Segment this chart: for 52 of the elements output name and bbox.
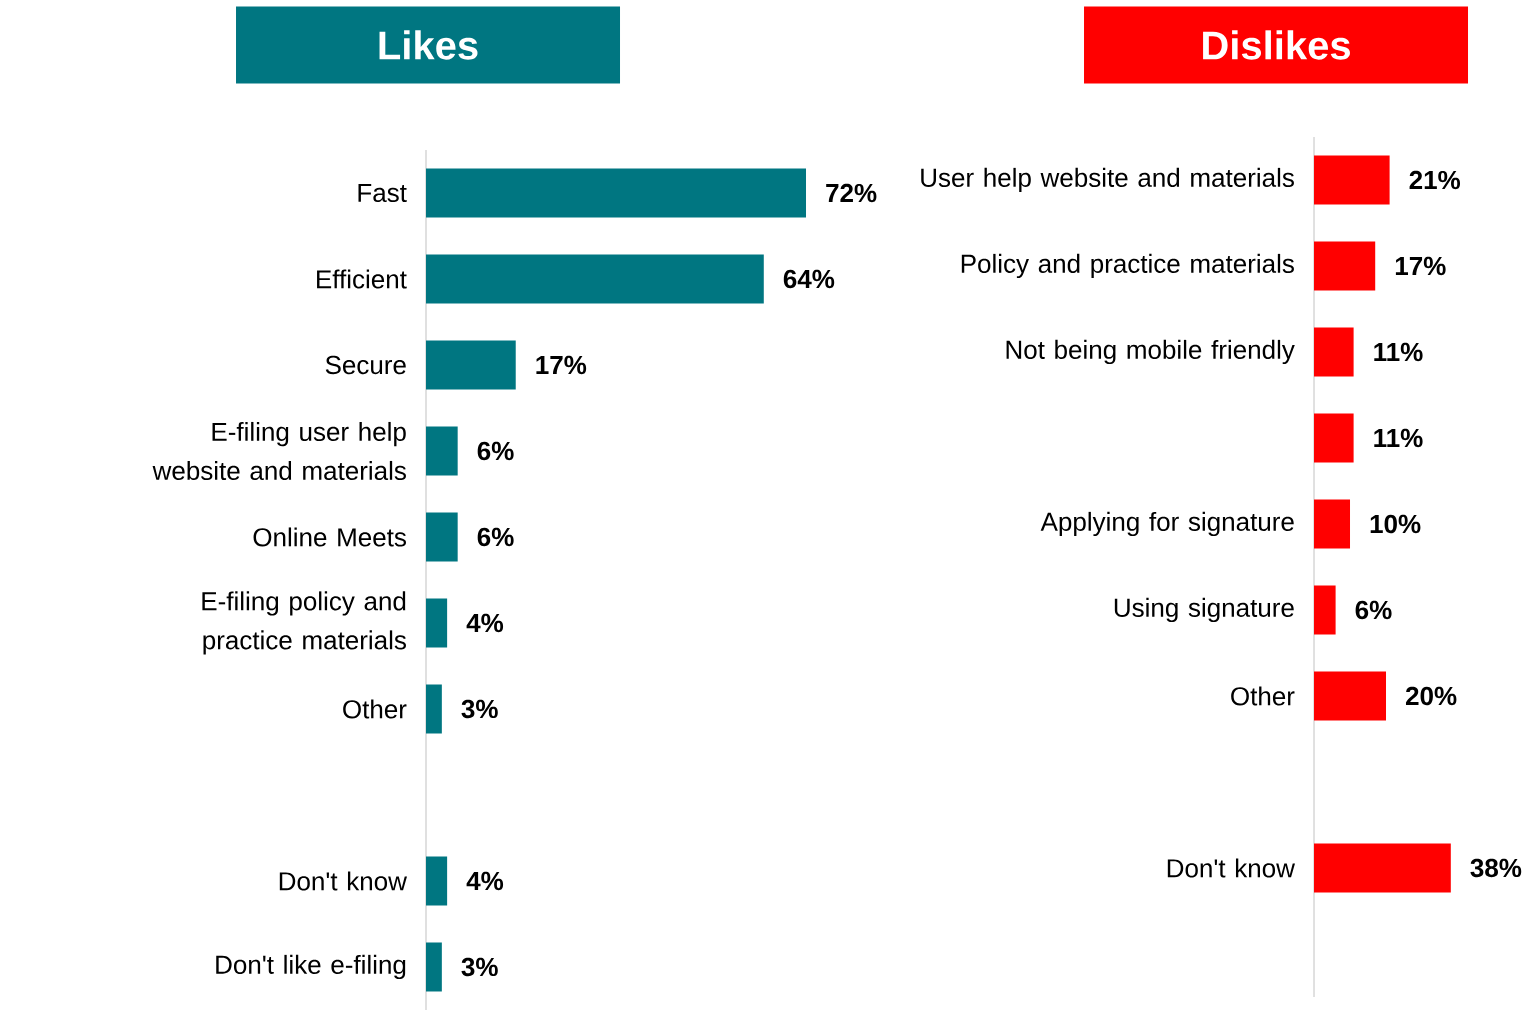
bar bbox=[1314, 499, 1351, 549]
bar bbox=[426, 254, 764, 304]
bar bbox=[1314, 155, 1390, 205]
data-label: 38% bbox=[1470, 858, 1522, 878]
data-label: 4% bbox=[466, 871, 504, 891]
data-label: 6% bbox=[1355, 600, 1392, 620]
bar bbox=[1314, 671, 1387, 721]
data-label: 17% bbox=[536, 355, 587, 375]
y-tick-label: Applying for signature bbox=[1040, 511, 1294, 537]
data-label: 6% bbox=[477, 441, 514, 461]
y-tick-label: Other bbox=[1231, 686, 1295, 706]
y-tick-label: E-filing user help website and materials bbox=[152, 421, 406, 481]
data-label: 21% bbox=[1409, 170, 1461, 190]
bar bbox=[426, 684, 442, 734]
y-tick-label: E-filing policy and practice materials bbox=[202, 591, 406, 655]
y-tick-label: Fast bbox=[358, 183, 407, 203]
data-label: 72% bbox=[826, 183, 877, 203]
bar bbox=[426, 598, 448, 648]
y-tick-label: Secure bbox=[325, 355, 406, 375]
y-tick-label: Don't like e-filing bbox=[216, 954, 406, 980]
data-label: 11% bbox=[1374, 342, 1423, 362]
data-label: 10% bbox=[1370, 514, 1421, 534]
data-label: 20% bbox=[1405, 686, 1457, 706]
y-tick-label: User help website and materials bbox=[921, 167, 1294, 193]
bar bbox=[1314, 241, 1376, 291]
y-tick-label: Other bbox=[343, 699, 407, 719]
bar bbox=[426, 512, 458, 562]
y-tick-label: Don't know bbox=[1167, 858, 1295, 878]
y-tick-label: Don't know bbox=[279, 871, 407, 891]
data-label: 11% bbox=[1374, 428, 1423, 448]
y-tick-label: Policy and practice materials bbox=[961, 253, 1294, 279]
data-label: 4% bbox=[466, 613, 504, 633]
bar bbox=[426, 426, 458, 476]
chart-title: Dislikes bbox=[1203, 30, 1350, 60]
bar bbox=[426, 340, 516, 390]
bar bbox=[426, 942, 442, 992]
data-label: 3% bbox=[461, 957, 498, 977]
data-label: 3% bbox=[461, 699, 498, 719]
y-tick-label: Efficient bbox=[317, 269, 407, 289]
data-label: 6% bbox=[477, 527, 514, 547]
bar bbox=[426, 168, 807, 218]
data-label: 64% bbox=[783, 269, 835, 289]
y-tick-label: Using signature bbox=[1114, 597, 1294, 623]
bar bbox=[1314, 327, 1354, 377]
bar bbox=[1314, 585, 1336, 635]
chart-title: Likes bbox=[379, 30, 478, 60]
y-tick-label: Online Meets bbox=[253, 527, 406, 547]
data-label: 17% bbox=[1395, 256, 1446, 276]
bar bbox=[1314, 843, 1451, 893]
bar bbox=[1314, 413, 1354, 463]
y-tick-label: Not being mobile friendly bbox=[1006, 339, 1295, 365]
bar bbox=[426, 856, 448, 906]
